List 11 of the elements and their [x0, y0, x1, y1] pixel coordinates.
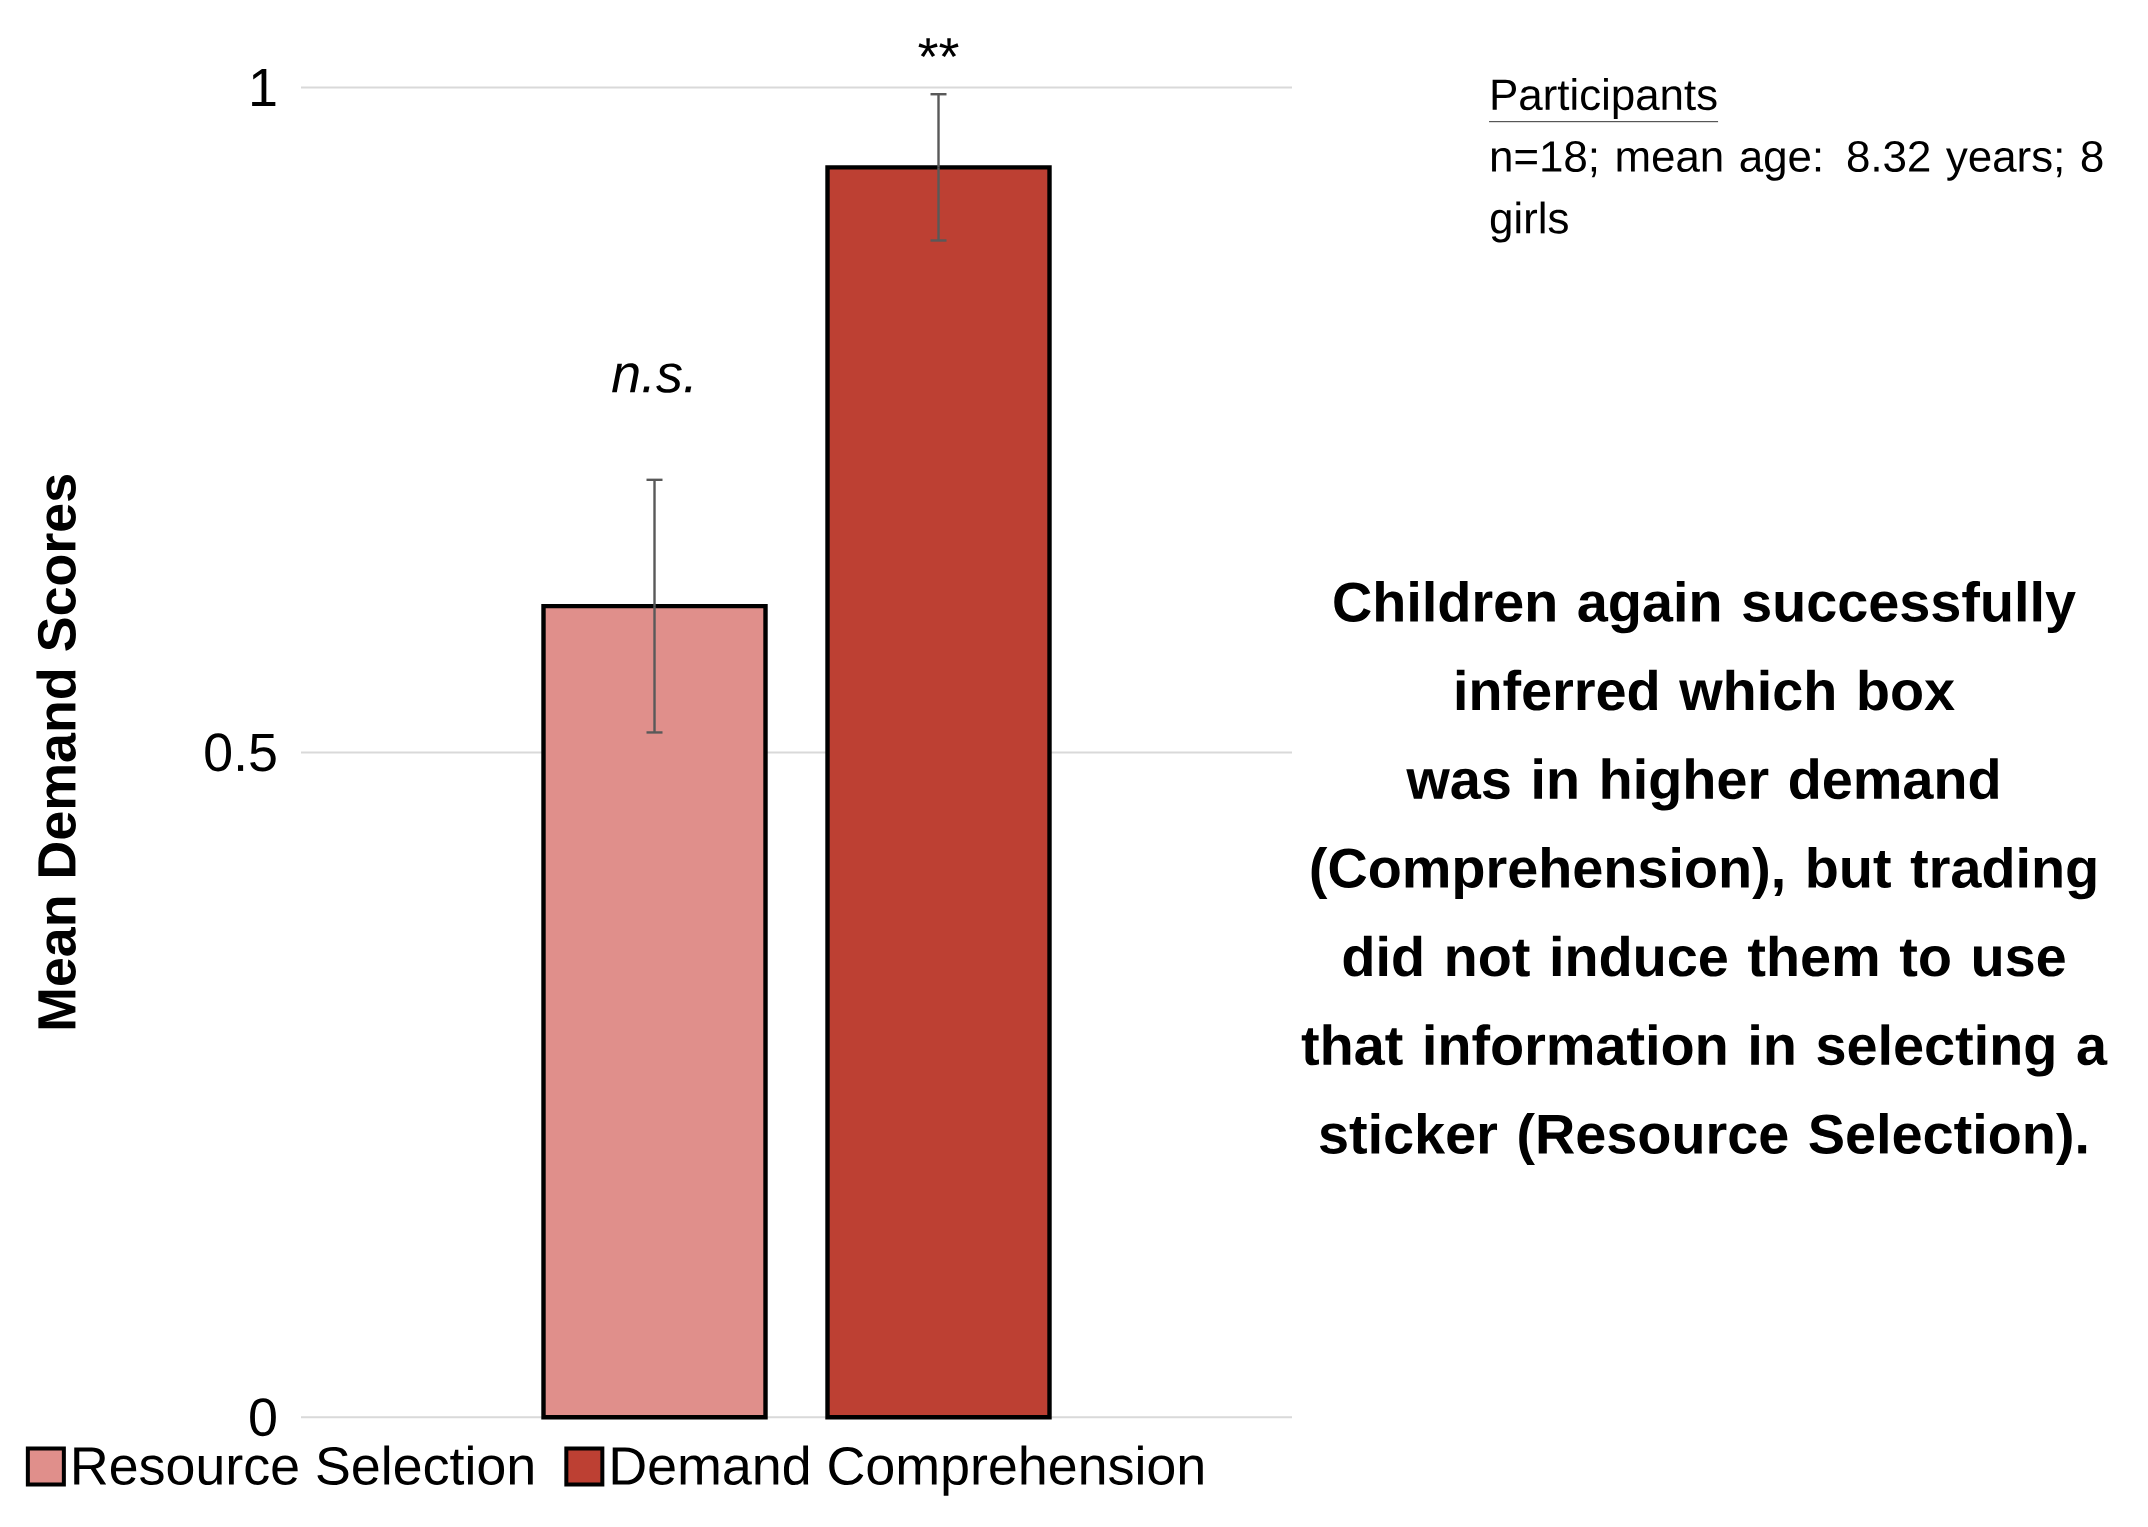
text: **	[918, 38, 959, 58]
legend-label: Resource Selection	[74, 1445, 533, 1486]
text: n=18; mean age: 8.32 years; 8 girls	[1490, 140, 2103, 243]
text: Children again successfully inferred which box was in higher demand (Comprehension), but trading did not induce them to use that information in selecting a sticker (Resource Selection).	[1301, 581, 2108, 1165]
annotation: n.s.	[612, 363, 692, 393]
text: Participants	[1492, 78, 1717, 119]
legend-label: Demand Comprehension	[612, 1445, 1203, 1496]
y-tick-label: 0.5	[205, 733, 276, 772]
y-tick-label: 1	[252, 69, 276, 107]
y-axis-title: Mean Demand Scores	[36, 475, 76, 1029]
y-tick-label: 0	[250, 1398, 276, 1437]
